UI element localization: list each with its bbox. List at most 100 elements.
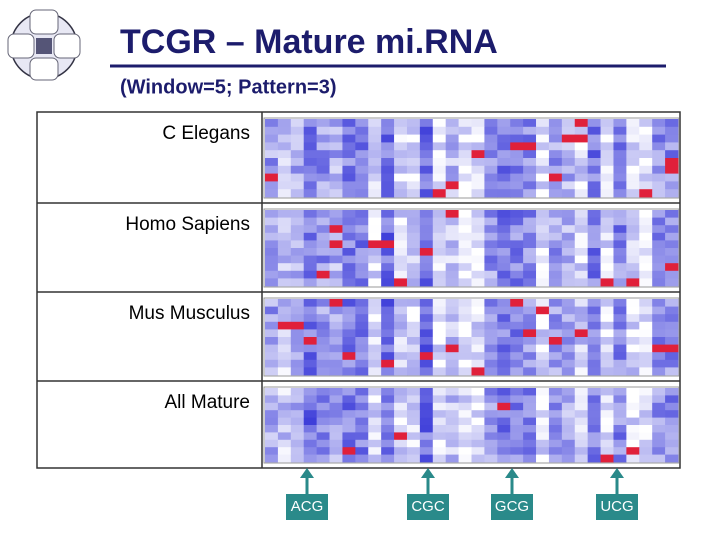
heatmap-cell <box>445 402 459 411</box>
heatmap-cell <box>290 126 305 135</box>
heatmap-cell <box>458 425 472 433</box>
heatmap-cell <box>626 240 640 249</box>
heatmap-cell <box>277 134 292 143</box>
heatmap-cell <box>406 395 421 404</box>
heatmap-cell <box>548 299 563 307</box>
heatmap-cell <box>419 263 434 272</box>
heatmap-cell <box>277 225 292 234</box>
heatmap-cell <box>665 410 679 418</box>
heatmap-cell <box>342 432 356 441</box>
heatmap-cell <box>574 454 589 463</box>
heatmap-cell <box>548 352 563 361</box>
heatmap-cell <box>342 270 356 279</box>
heatmap-cell <box>536 225 550 234</box>
heatmap-cell <box>458 314 472 323</box>
heatmap-cell <box>406 352 421 361</box>
heatmap-cell <box>587 189 601 198</box>
heatmap-cell <box>510 306 524 315</box>
heatmap-cell <box>277 432 292 441</box>
heatmap-cell <box>626 158 640 167</box>
heatmap-cell <box>523 270 537 279</box>
heatmap-cell <box>639 417 653 426</box>
heatmap-cell <box>639 410 653 418</box>
heatmap-cell <box>329 395 343 404</box>
heatmap-cell <box>665 217 679 226</box>
heatmap-cell <box>561 232 576 241</box>
heatmap-cell <box>458 352 472 361</box>
heatmap-cell <box>587 454 601 463</box>
heatmap-cell <box>342 158 356 167</box>
heatmap-cell <box>394 217 408 226</box>
heatmap-cell <box>368 454 382 463</box>
heatmap-cell <box>652 278 666 287</box>
heatmap-cell <box>290 306 305 315</box>
heatmap-cell <box>432 173 447 182</box>
heatmap-cell <box>652 299 666 307</box>
heatmap-cell <box>342 278 356 287</box>
heatmap-cell <box>381 255 395 264</box>
heatmap-cell <box>587 432 601 441</box>
heatmap-cell <box>394 337 408 345</box>
heatmap-cell <box>445 173 459 182</box>
heatmap-cell <box>510 134 524 143</box>
heatmap-cell <box>303 359 318 368</box>
heatmap-cell <box>381 181 395 190</box>
heatmap-cell <box>458 410 472 418</box>
heatmap-cell <box>419 255 434 264</box>
heatmap-cell <box>548 181 563 190</box>
heatmap-cell <box>265 232 279 241</box>
heatmap-cell <box>523 142 537 151</box>
heatmap-cell <box>406 314 421 323</box>
heatmap-cell <box>432 306 447 315</box>
heatmap-cell <box>355 359 369 368</box>
heatmap-cell <box>523 321 537 330</box>
heatmap-cell <box>484 263 498 272</box>
heatmap-cell <box>626 314 640 323</box>
marker-label: UCG <box>600 498 633 515</box>
heatmap-cell <box>536 314 550 323</box>
heatmap-cell <box>445 425 459 433</box>
heatmap-cell <box>600 402 614 411</box>
heatmap-cell <box>510 119 524 128</box>
heatmap-cell <box>665 126 679 135</box>
heatmap-cell <box>303 425 318 433</box>
heatmap-cell <box>419 158 434 167</box>
heatmap-cell <box>432 255 447 264</box>
heatmap-cell <box>497 255 511 264</box>
heatmap-cell <box>497 150 511 159</box>
heatmap-cell <box>536 344 550 353</box>
heatmap-cell <box>342 344 356 353</box>
heatmap-cell <box>497 217 511 226</box>
heatmap-cell <box>432 329 447 338</box>
heatmap-cell <box>471 314 485 323</box>
heatmap-cell <box>265 344 279 353</box>
heatmap-cell <box>419 402 434 411</box>
heatmap-cell <box>303 395 318 404</box>
heatmap-cell <box>355 367 369 376</box>
heatmap-cell <box>523 165 537 174</box>
heatmap-cell <box>600 263 614 272</box>
marker-arrowhead <box>610 468 624 478</box>
heatmap-cell <box>600 232 614 241</box>
heatmap-cell <box>626 439 640 448</box>
heatmap-cell <box>587 299 601 307</box>
heatmap-cell <box>394 232 408 241</box>
heatmap-cell <box>639 299 653 307</box>
heatmap-cell <box>277 189 292 198</box>
heatmap-cell <box>303 337 318 345</box>
heatmap-cell <box>471 278 485 287</box>
heatmap-cell <box>536 189 550 198</box>
heatmap-cell <box>613 314 627 323</box>
heatmap-cell <box>471 255 485 264</box>
heatmap-cell <box>394 225 408 234</box>
heatmap-cell <box>548 150 563 159</box>
heatmap-cell <box>316 410 330 418</box>
heatmap-cell <box>329 263 343 272</box>
heatmap-cell <box>329 352 343 361</box>
heatmap-cell <box>445 263 459 272</box>
heatmap-cell <box>523 150 537 159</box>
heatmap-cell <box>510 263 524 272</box>
heatmap-cell <box>484 210 498 218</box>
heatmap-cell <box>316 225 330 234</box>
heatmap-cell <box>419 299 434 307</box>
